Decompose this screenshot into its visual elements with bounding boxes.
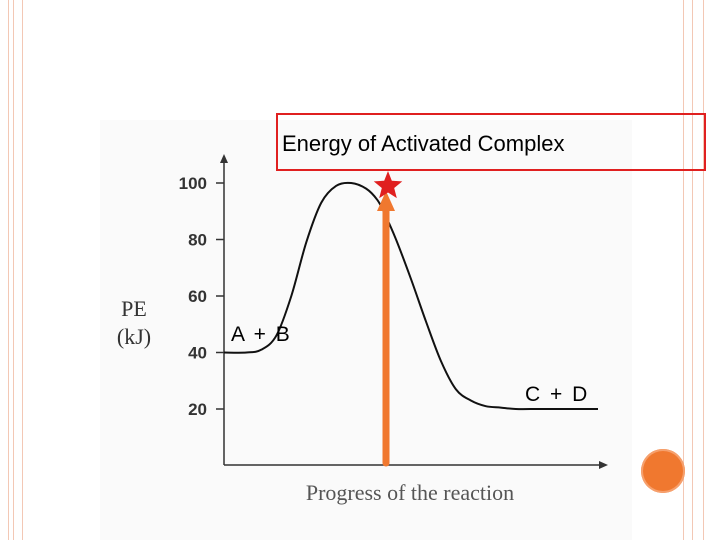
y-ticks: 100 80 60 40 20 <box>179 174 224 419</box>
callout-text: Energy of Activated Complex <box>282 131 565 156</box>
y-axis-unit: (kJ) <box>117 324 151 349</box>
slide-border-left <box>0 0 23 540</box>
slide-border-right <box>683 0 720 540</box>
activated-complex-callout: Energy of Activated Complex <box>276 113 706 171</box>
y-axis-label: PE <box>121 296 147 321</box>
y-tick-label: 20 <box>188 400 207 419</box>
reactants-label: A + B <box>231 323 292 346</box>
x-axis-label: Progress of the reaction <box>306 480 514 505</box>
y-axis-arrowhead <box>220 154 228 163</box>
star-icon <box>373 171 403 199</box>
chart-panel: 100 80 60 40 20 PE (kJ) Progress of the reac… <box>100 120 632 540</box>
arrow-head <box>377 191 395 211</box>
y-tick-label: 100 <box>179 174 207 193</box>
activation-energy-arrow <box>377 191 395 467</box>
chart-axes <box>220 154 608 469</box>
y-tick-label: 40 <box>188 344 207 363</box>
orange-circle-decoration <box>641 449 685 493</box>
y-tick-label: 80 <box>188 231 207 250</box>
energy-diagram-chart: 100 80 60 40 20 PE (kJ) Progress of the reac… <box>117 154 608 505</box>
x-axis-arrowhead <box>599 461 608 469</box>
potential-energy-curve <box>223 181 598 411</box>
y-tick-label: 60 <box>188 287 207 306</box>
products-label: C + D <box>525 383 589 406</box>
